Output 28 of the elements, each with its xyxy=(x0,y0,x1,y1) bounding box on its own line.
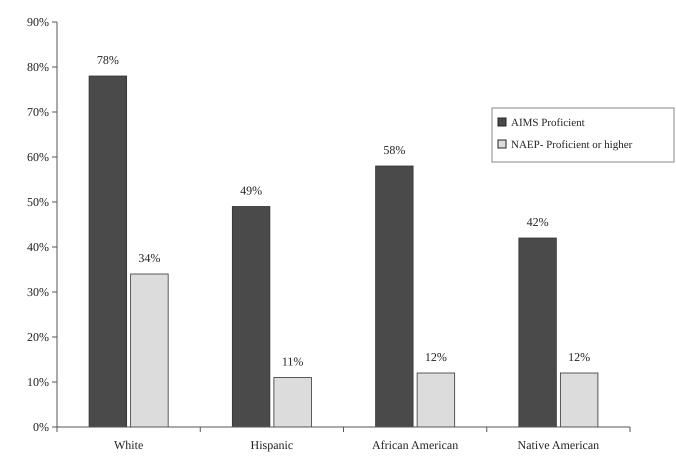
x-tick-label: White xyxy=(114,438,144,452)
bar xyxy=(560,372,598,428)
y-tick-label: 40% xyxy=(27,240,49,254)
y-tick-label: 10% xyxy=(27,375,49,390)
data-label: 12% xyxy=(424,350,447,364)
y-tick-label: 60% xyxy=(27,150,49,164)
y-tick-label: 90% xyxy=(27,15,49,30)
y-tick-label: 50% xyxy=(27,195,49,210)
legend-label: AIMS Proficient xyxy=(511,116,585,129)
y-tick-label: 0% xyxy=(33,420,49,434)
x-tick-label: African American xyxy=(372,438,458,452)
data-label: 42% xyxy=(526,215,549,229)
data-label: 12% xyxy=(568,350,590,364)
y-tick-label: 30% xyxy=(27,285,49,300)
data-label: 34% xyxy=(138,251,160,265)
data-label: 58% xyxy=(383,143,406,157)
x-tick-label: Hispanic xyxy=(250,438,294,452)
bar xyxy=(273,377,312,428)
y-tick-label: 80% xyxy=(27,60,49,74)
y-tick-label: 20% xyxy=(27,330,49,344)
data-label: 78% xyxy=(96,53,119,67)
y-tick-label: 70% xyxy=(27,105,49,120)
bar xyxy=(416,372,456,428)
bar xyxy=(130,274,169,428)
x-tick-label: Native American xyxy=(518,438,600,452)
data-label: 49% xyxy=(240,184,262,198)
legend-label: NAEP- Proficient or higher xyxy=(511,138,633,151)
data-label: 11% xyxy=(282,354,304,368)
